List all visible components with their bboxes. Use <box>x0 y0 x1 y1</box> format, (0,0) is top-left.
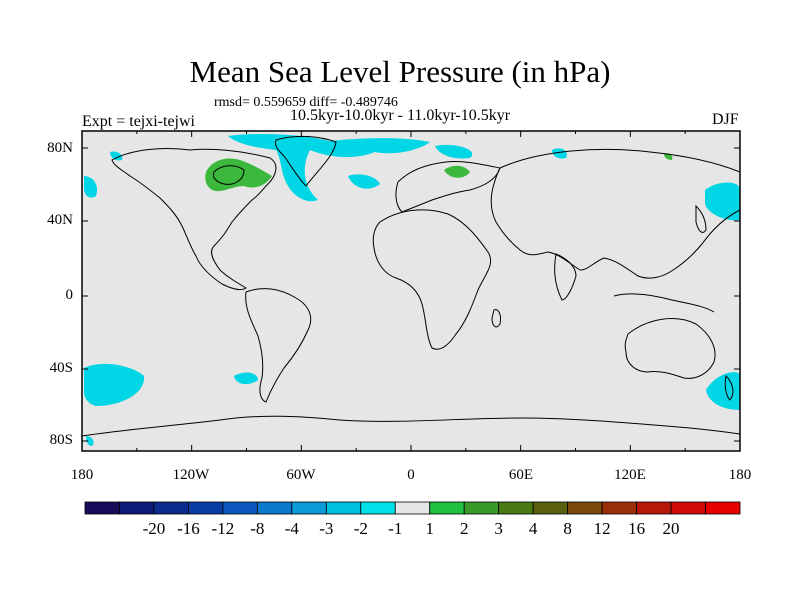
colorbar-swatch <box>567 501 603 515</box>
coast-madagascar <box>491 309 501 328</box>
chart-title: Mean Sea Level Pressure (in hPa) <box>189 54 611 89</box>
colorbar-swatch <box>153 501 189 515</box>
colorbar-label: -1 <box>388 519 403 538</box>
colorbar-swatch <box>498 501 534 515</box>
experiment-label: Expt = tejxi-tejwi <box>82 113 195 130</box>
coastlines <box>81 135 741 437</box>
coast-new-zealand <box>724 374 734 401</box>
season-label: DJF <box>712 111 739 128</box>
colorbar-swatch <box>532 501 569 515</box>
colorbar-label: 1 <box>425 519 434 538</box>
lon-label-0: 0 <box>407 467 415 483</box>
colorbar <box>84 501 741 515</box>
anomaly-iceland <box>348 174 380 189</box>
colorbar-label: 12 <box>593 519 611 538</box>
colorbar-label: 4 <box>528 519 538 538</box>
lat-label-80n: 80N <box>47 140 73 156</box>
colorbar-label: 8 <box>563 519 572 538</box>
colorbar-swatch <box>429 501 465 515</box>
lat-label-40n: 40N <box>47 212 73 228</box>
lon-label-180e: 180 <box>728 467 752 483</box>
colorbar-swatch <box>222 501 258 515</box>
anomaly-barents <box>435 144 473 159</box>
coast-asia <box>490 148 741 279</box>
anomaly-europe-west <box>552 148 567 159</box>
coast-greenland <box>275 135 337 187</box>
coast-indonesia <box>613 293 715 313</box>
colorbar-label: -16 <box>177 519 200 538</box>
coast-australia <box>624 318 716 379</box>
lon-label-120w: 120W <box>172 467 210 483</box>
anomaly-south-west-small <box>86 436 94 446</box>
coast-antarctica <box>81 415 741 437</box>
coast-africa <box>372 209 492 350</box>
coast-hudson-bay <box>213 165 245 185</box>
anomaly-south-pacific-east <box>706 372 740 410</box>
colorbar-swatch <box>636 501 672 515</box>
anomaly-south-atlantic <box>234 372 258 385</box>
lat-label-0: 0 <box>65 287 74 303</box>
coast-japan <box>695 204 707 233</box>
colorbar-label: -20 <box>142 519 166 538</box>
colorbar-label: 2 <box>459 519 469 538</box>
colorbar-label: -4 <box>284 519 299 538</box>
colorbar-label: -12 <box>211 519 235 538</box>
period-subtitle: 10.5kyr-10.0kyr - 11.0kyr-10.5kyr <box>290 107 511 124</box>
anomaly-north-pacific-east <box>705 182 740 221</box>
anomaly-scandinavia-green <box>444 165 470 178</box>
colorbar-swatch <box>84 501 120 515</box>
stats-subtitle: rmsd= 0.559659 diff= -0.489746 <box>214 95 398 110</box>
colorbar-swatch <box>670 501 706 515</box>
colorbar-swatch <box>705 501 741 515</box>
lon-label-60w: 60W <box>286 467 316 483</box>
anomaly-north-pacific-west <box>84 176 98 198</box>
colorbar-swatch <box>360 501 396 515</box>
coast-south-america <box>245 288 312 403</box>
lat-label-40s: 40S <box>49 360 73 376</box>
lon-label-180w: 180 <box>70 467 94 483</box>
colorbar-label: -8 <box>250 519 265 538</box>
coast-india <box>554 253 577 301</box>
colorbar-swatch <box>291 501 327 515</box>
colorbar-label: 20 <box>662 519 680 538</box>
colorbar-label: 3 <box>494 519 503 538</box>
axis-ticks <box>81 131 741 451</box>
colorbar-label: -2 <box>353 519 368 538</box>
anomaly-south-pacific-west <box>84 363 145 406</box>
lat-label-80s: 80S <box>49 432 73 448</box>
colorbar-swatch <box>119 501 155 515</box>
colorbar-swatch <box>394 501 431 515</box>
lon-label-120e: 120E <box>614 467 646 483</box>
colorbar-label: -3 <box>319 519 334 538</box>
colorbar-swatch <box>325 501 362 515</box>
colorbar-swatch <box>188 501 224 515</box>
anomaly-nw-atlantic <box>110 151 123 161</box>
colorbar-swatch <box>463 501 500 515</box>
colorbar-swatch <box>256 501 293 515</box>
lon-label-60e: 60E <box>508 467 534 483</box>
colorbar-swatch <box>601 501 637 515</box>
coast-north-america <box>111 148 277 291</box>
map-background <box>82 131 740 451</box>
colorbar-label: 16 <box>628 519 646 538</box>
